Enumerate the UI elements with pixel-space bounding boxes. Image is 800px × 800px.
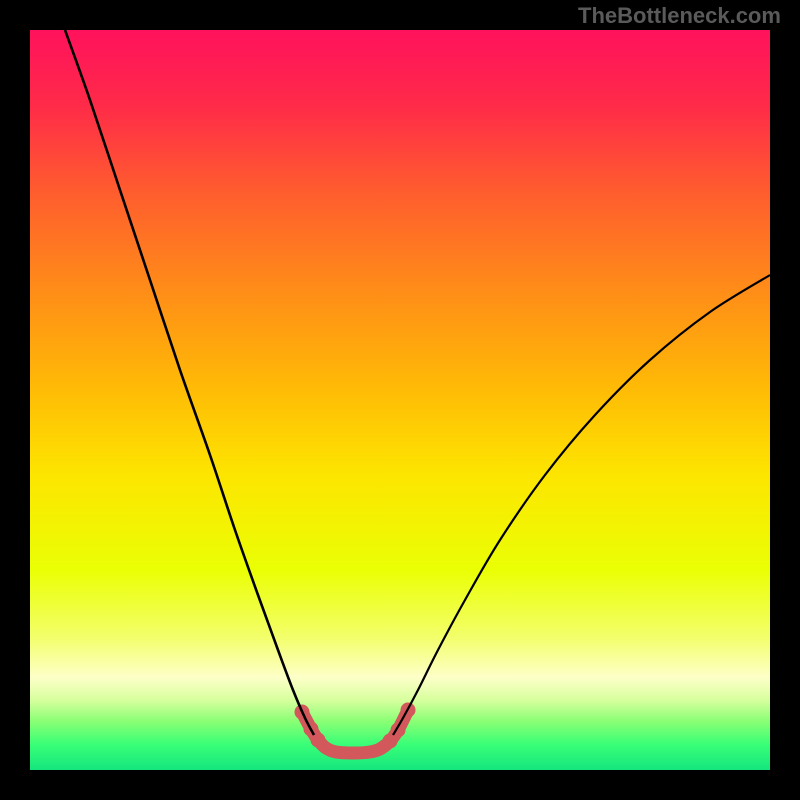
gradient-background	[30, 30, 770, 770]
bottleneck-chart	[0, 0, 800, 800]
watermark-text: TheBottleneck.com	[578, 3, 781, 29]
